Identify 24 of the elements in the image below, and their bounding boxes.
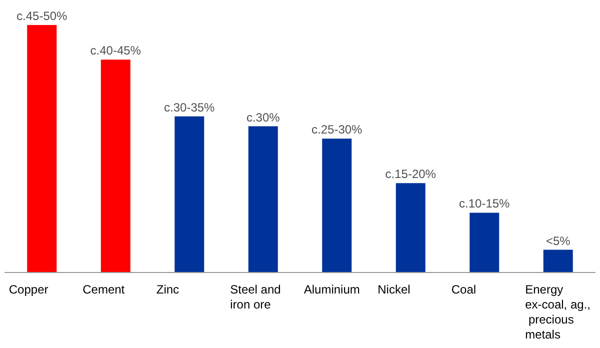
annotation: c.40-45% [90, 44, 142, 58]
annotation: c.25-30% [312, 122, 363, 137]
annotation: c.30% [246, 110, 280, 124]
bar [100, 60, 130, 272]
bar [322, 138, 352, 272]
x-tick-label: Cement [82, 282, 126, 296]
x-tick-label: Steel and iron ore [230, 282, 284, 312]
bar [248, 126, 278, 272]
x-tick-label: Energy ex-coal, ag., precious metals [525, 282, 590, 342]
bar [543, 250, 573, 272]
x-tick-label: Copper [8, 282, 48, 296]
annotation: c.10-15% [459, 196, 510, 211]
x-tick-label: Nickel [378, 282, 410, 296]
annotation: c.45-50% [16, 9, 68, 23]
annotation: c.15-20% [385, 167, 436, 182]
bar [396, 183, 426, 272]
annotation: <5% [546, 234, 571, 248]
bar [27, 25, 57, 272]
bar [470, 212, 500, 272]
x-tick-label: Zinc [156, 282, 180, 296]
annotation: c.30-35% [164, 100, 216, 114]
x-tick-label: Aluminium [304, 282, 360, 296]
x-tick-label: Coal [451, 282, 476, 296]
bar [174, 116, 204, 272]
